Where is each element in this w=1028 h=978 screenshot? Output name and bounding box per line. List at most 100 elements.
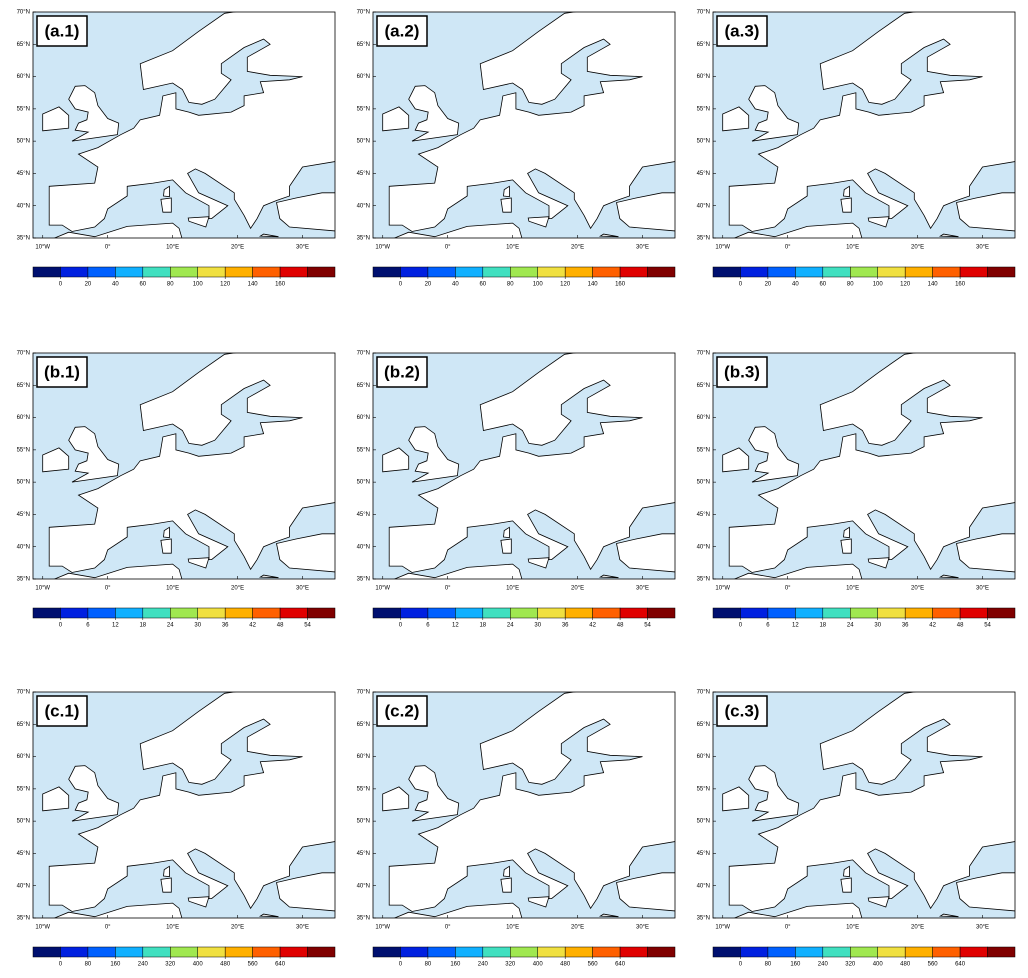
- map-panel: 35°N 40°N 45°N 50°N 55°N 60°N 65°N 70°N 10°W 0° 10…: [357, 690, 676, 931]
- lon-tick-label: 20°E: [571, 925, 584, 931]
- colorbar-box: [60, 946, 89, 958]
- colorbar-box: [877, 946, 906, 958]
- lon-tick-label: 30°E: [636, 586, 649, 592]
- land: [42, 692, 335, 918]
- colorbar-box: [987, 607, 1016, 619]
- colorbar-box: [712, 266, 741, 278]
- coastline: [68, 765, 120, 822]
- colorbar-tick-label: 560: [248, 962, 259, 968]
- lat-tick-label: 50°N: [357, 819, 370, 825]
- colorbar-box: [142, 607, 171, 619]
- coastline: [187, 216, 210, 228]
- lat-tick-label: 35°N: [697, 916, 710, 922]
- coastline: [48, 353, 335, 573]
- coastline: [408, 765, 460, 822]
- lat-tick-label: 70°N: [357, 690, 370, 696]
- coastline: [503, 185, 510, 198]
- lat-tick-label: 55°N: [357, 106, 370, 112]
- lon-tick-label: 30°E: [636, 925, 649, 931]
- map-panel: 35°N 40°N 45°N 50°N 55°N 60°N 65°N 70°N 10°W 0° 10…: [17, 351, 336, 592]
- colorbar-box: [592, 946, 621, 958]
- colorbar-tick-label: 100: [873, 282, 884, 288]
- lat-tick-label: 45°N: [697, 851, 710, 857]
- colorbar-tick-label: 0: [739, 623, 743, 629]
- colorbar-box: [279, 946, 308, 958]
- coastline: [840, 197, 852, 213]
- colorbar: 0 20 40 60 80 100 120 140 160: [372, 266, 676, 288]
- lat-tick-label: 50°N: [17, 480, 30, 486]
- lon-tick-label: 10°E: [506, 245, 519, 251]
- colorbar-tick-label: 40: [112, 282, 119, 288]
- colorbar-tick-label: 240: [478, 962, 489, 968]
- lon-tick-label: 10°E: [166, 586, 179, 592]
- coastline: [42, 106, 70, 132]
- lat-tick-label: 35°N: [17, 916, 30, 922]
- coastline: [160, 538, 172, 554]
- lat-tick-label: 65°N: [697, 383, 710, 389]
- colorbar-box: [822, 946, 851, 958]
- lat-tick-label: 55°N: [357, 447, 370, 453]
- lat-tick-label: 40°N: [697, 883, 710, 889]
- colorbar-box: [564, 946, 593, 958]
- colorbar-box: [647, 946, 676, 958]
- map-panel: 35°N 40°N 45°N 50°N 55°N 60°N 65°N 70°N 10°W 0° 10…: [697, 690, 1016, 931]
- coastline: [42, 447, 70, 473]
- panel-label: (c.3): [725, 701, 760, 720]
- lat-tick-label: 60°N: [697, 754, 710, 760]
- colorbar-box: [224, 946, 253, 958]
- lon-tick-label: 20°E: [231, 586, 244, 592]
- lon-tick-label: 0°: [785, 586, 791, 592]
- colorbar-box: [740, 946, 769, 958]
- colorbar-tick-label: 0: [399, 623, 403, 629]
- colorbar-tick-label: 400: [873, 962, 884, 968]
- colorbar-tick-label: 80: [847, 282, 854, 288]
- coastline: [598, 233, 619, 238]
- lat-tick-label: 70°N: [17, 351, 30, 357]
- map-frame: [32, 352, 336, 580]
- colorbar-tick-label: 24: [167, 623, 174, 629]
- coastline: [748, 426, 800, 483]
- lon-tick-label: 10°E: [166, 925, 179, 931]
- colorbar-box: [32, 607, 61, 619]
- coastline: [728, 353, 1015, 573]
- coastline: [68, 85, 120, 142]
- map-frame: [372, 352, 676, 580]
- coastline: [728, 692, 1015, 912]
- colorbar-tick-label: 160: [275, 282, 286, 288]
- coastline: [48, 692, 335, 912]
- colorbar-tick-label: 30: [874, 623, 881, 629]
- panel-label: (c.1): [45, 701, 80, 720]
- colorbar-box: [197, 946, 226, 958]
- colorbar-tick-label: 42: [589, 623, 596, 629]
- coastline: [843, 865, 850, 878]
- coastline: [867, 557, 890, 569]
- panel-label: (b.3): [724, 362, 760, 381]
- colorbar-tick-label: 40: [792, 282, 799, 288]
- colorbar-box: [822, 266, 851, 278]
- colorbar-box: [170, 607, 198, 619]
- lat-tick-label: 60°N: [357, 754, 370, 760]
- lat-tick-label: 60°N: [697, 74, 710, 80]
- lat-tick-label: 65°N: [357, 383, 370, 389]
- colorbar-box: [482, 266, 511, 278]
- colorbar-tick-label: 240: [818, 962, 829, 968]
- colorbar-tick-label: 42: [929, 623, 936, 629]
- lon-tick-label: 10°W: [375, 245, 390, 251]
- coastline: [388, 353, 675, 573]
- coastline: [733, 222, 863, 238]
- coastline: [616, 192, 675, 232]
- lat-tick-label: 65°N: [697, 722, 710, 728]
- colorbar-tick-label: 6: [426, 623, 430, 629]
- colorbar-box: [197, 266, 226, 278]
- coastline: [258, 233, 279, 238]
- panel-label: (b.2): [384, 362, 420, 381]
- colorbar-box: [647, 266, 676, 278]
- panel-label-box: [376, 15, 428, 47]
- colorbar: 0 20 40 60 80 100 120 140 160: [32, 266, 336, 288]
- colorbar-tick-label: 54: [644, 623, 651, 629]
- lat-tick-label: 35°N: [357, 577, 370, 583]
- colorbar-tick-label: 24: [847, 623, 854, 629]
- colorbar-box: [60, 607, 89, 619]
- colorbar-tick-label: 560: [588, 962, 599, 968]
- coastline: [500, 538, 512, 554]
